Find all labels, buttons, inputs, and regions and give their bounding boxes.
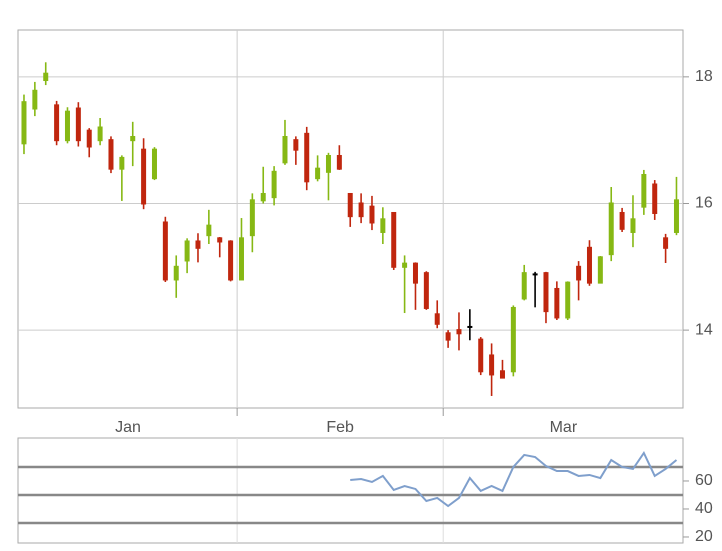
candle-body xyxy=(238,237,244,281)
candle-body xyxy=(75,107,81,142)
candle-body xyxy=(304,132,310,183)
candle-body xyxy=(467,325,473,328)
candle-body xyxy=(554,287,560,319)
candle-body xyxy=(565,281,571,319)
candle-body xyxy=(663,237,669,249)
candle-body xyxy=(64,110,70,142)
candle-body xyxy=(315,167,321,180)
candle-body xyxy=(532,273,538,276)
candle-body xyxy=(586,246,592,284)
candle-body xyxy=(217,237,223,243)
candle-body xyxy=(86,129,92,148)
candle-body xyxy=(271,170,277,199)
candle-body xyxy=(445,332,451,341)
candle-body xyxy=(336,155,342,170)
candle-body xyxy=(369,205,375,224)
candle-body xyxy=(521,272,527,300)
candle-body xyxy=(358,202,364,218)
candle-body xyxy=(141,148,147,205)
candle-body xyxy=(456,329,462,335)
candle-body xyxy=(576,265,582,281)
candle-body xyxy=(608,202,614,256)
candle-body xyxy=(543,272,549,313)
candle-body xyxy=(402,262,408,268)
indicator-line xyxy=(350,450,678,508)
candle-body xyxy=(499,370,505,379)
candle-body xyxy=(43,72,49,82)
candle-body xyxy=(195,240,201,249)
y-tick-label: 18 xyxy=(695,68,713,85)
candle-body xyxy=(97,126,103,142)
candle-body xyxy=(293,139,299,151)
candle-body xyxy=(119,156,125,170)
price-frame xyxy=(17,29,684,409)
candle-body xyxy=(54,104,60,142)
candle-body xyxy=(325,155,331,173)
candle-body xyxy=(434,313,440,325)
candle-body xyxy=(489,354,495,376)
candle-body xyxy=(108,139,114,170)
candle-body xyxy=(380,218,386,233)
candle-body xyxy=(478,338,484,373)
candle-body xyxy=(162,221,168,281)
candle-body xyxy=(652,183,658,214)
y-tick-label: 60 xyxy=(695,472,713,489)
y-tick-label: 14 xyxy=(695,321,713,338)
candle-body xyxy=(347,192,353,218)
candle-body xyxy=(641,173,647,208)
y-tick-label: 40 xyxy=(695,500,713,517)
candle-body xyxy=(184,240,190,262)
x-tick-label: Feb xyxy=(326,419,354,436)
candle-body xyxy=(21,101,27,145)
candle-body xyxy=(597,256,603,284)
candle-body xyxy=(173,265,179,281)
candle-body xyxy=(673,199,679,233)
y-tick-label: 16 xyxy=(695,195,713,212)
candle-body xyxy=(510,306,516,373)
candle-body xyxy=(391,211,397,268)
candle-body xyxy=(412,262,418,284)
candle-body xyxy=(282,136,288,164)
x-tick-label: Jan xyxy=(115,419,141,436)
candle-body xyxy=(249,199,255,237)
candle-body xyxy=(260,192,266,202)
candle-body xyxy=(206,224,212,237)
candle-body xyxy=(423,272,429,309)
candle-body xyxy=(619,211,625,230)
candle-body xyxy=(228,240,234,281)
indicator-frame xyxy=(17,437,684,544)
x-tick-label: Mar xyxy=(550,419,578,436)
y-tick-label: 20 xyxy=(695,528,713,545)
candle-body xyxy=(130,136,136,142)
candle-body xyxy=(151,148,157,180)
candle-body xyxy=(630,218,636,233)
candle-body xyxy=(32,89,38,110)
